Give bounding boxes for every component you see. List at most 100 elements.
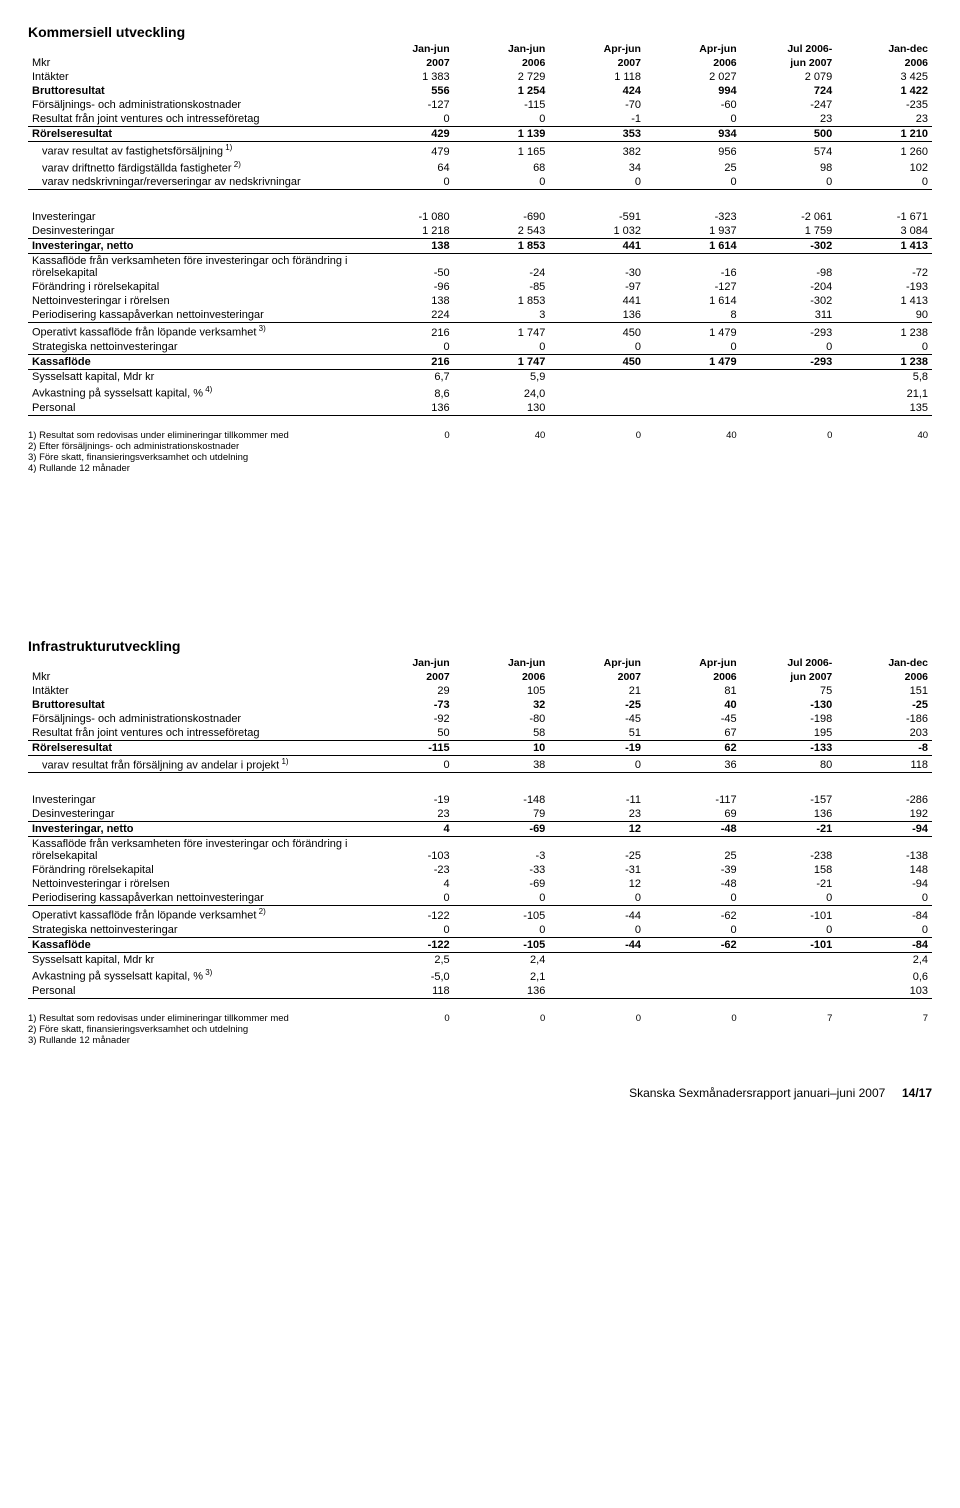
cell: -302: [741, 294, 837, 308]
row-label: Intäkter: [28, 684, 358, 698]
cell: -115: [358, 740, 454, 755]
cell: 0: [549, 755, 645, 773]
cell: 75: [741, 684, 837, 698]
cell: 3 425: [836, 70, 932, 84]
row-label: Operativt kassaflöde från löpande verksa…: [28, 906, 358, 923]
cell: 34: [549, 159, 645, 176]
cell: -85: [454, 280, 550, 294]
cell: 450: [549, 354, 645, 369]
row-label: Nettoinvesteringar i rörelsen: [28, 294, 358, 308]
cell: -96: [358, 280, 454, 294]
cell: 382: [549, 142, 645, 159]
row-label: Investeringar: [28, 793, 358, 807]
row-label: Förändring rörelsekapital: [28, 863, 358, 877]
cell: 0: [645, 923, 741, 938]
col-header: 2006: [645, 56, 741, 70]
col-header: Jul 2006-: [741, 656, 837, 670]
cell: 118: [358, 984, 454, 999]
cell: 136: [454, 984, 550, 999]
cell: 135: [836, 401, 932, 416]
cell: 0: [358, 340, 454, 355]
cell: 1 853: [454, 294, 550, 308]
row-label: Resultat från joint ventures och intress…: [28, 726, 358, 741]
footnote-label: 1) Resultat som redovisas under eliminer…: [28, 1013, 358, 1024]
row-label: varav resultat av fastighetsförsäljning …: [28, 142, 358, 159]
row-label: Resultat från joint ventures och intress…: [28, 112, 358, 127]
cell: 105: [454, 684, 550, 698]
cell: -8: [836, 740, 932, 755]
cell: 0: [358, 112, 454, 127]
row-label: Sysselsatt kapital, Mdr kr: [28, 369, 358, 384]
cell: 0: [549, 923, 645, 938]
cell: 138: [358, 294, 454, 308]
cell: -25: [836, 698, 932, 712]
section1-thead: Jan-junJan-junApr-junApr-junJul 2006-Jan…: [28, 42, 932, 70]
cell: [741, 401, 837, 416]
cell: 1 479: [645, 354, 741, 369]
cell: [645, 401, 741, 416]
col-header: Jan-dec: [836, 42, 932, 56]
section1-title: Kommersiell utveckling: [28, 24, 932, 40]
col-header: Apr-jun: [549, 42, 645, 56]
table-row: Strategiska nettoinvesteringar000000: [28, 923, 932, 938]
col-header: 2006: [836, 56, 932, 70]
row-label: Kassaflöde från verksamheten före invest…: [28, 254, 358, 281]
col-header: Jan-dec: [836, 656, 932, 670]
cell: -235: [836, 98, 932, 112]
cell: -117: [645, 793, 741, 807]
cell: 4: [358, 822, 454, 837]
cell: 12: [549, 877, 645, 891]
cell: 58: [454, 726, 550, 741]
row-label: Periodisering kassapåverkan nettoinveste…: [28, 308, 358, 323]
cell: -105: [454, 937, 550, 952]
col-header: Jan-jun: [358, 656, 454, 670]
cell: 2,1: [454, 967, 550, 984]
cell: -16: [645, 254, 741, 281]
cell: -21: [741, 877, 837, 891]
cell: 10: [454, 740, 550, 755]
row-label: Förändring i rörelsekapital: [28, 280, 358, 294]
cell: 32: [454, 698, 550, 712]
cell: -127: [358, 98, 454, 112]
cell: [741, 369, 837, 384]
cell: 0: [549, 340, 645, 355]
cell: 353: [549, 127, 645, 142]
row-label: Kassaflöde: [28, 937, 358, 952]
cell: 1 413: [836, 239, 932, 254]
cell: -24: [454, 254, 550, 281]
cell: 2 027: [645, 70, 741, 84]
cell: 25: [645, 159, 741, 176]
section1-tbody: Intäkter1 3832 7291 1182 0272 0793 425Br…: [28, 70, 932, 415]
footnote-line: 4) Rullande 12 månader: [28, 463, 932, 474]
cell: 1 614: [645, 239, 741, 254]
cell: -97: [549, 280, 645, 294]
cell: -11: [549, 793, 645, 807]
cell: 195: [741, 726, 837, 741]
cell: -94: [836, 877, 932, 891]
cell: 3: [454, 308, 550, 323]
table-row: Investeringar-19-148-11-117-157-286: [28, 793, 932, 807]
cell: 136: [358, 401, 454, 416]
footnote-val: 0: [549, 1013, 645, 1024]
cell: -70: [549, 98, 645, 112]
cell: 12: [549, 822, 645, 837]
cell: 136: [741, 807, 837, 822]
cell: -148: [454, 793, 550, 807]
cell: 1 853: [454, 239, 550, 254]
cell: -115: [454, 98, 550, 112]
col-header: Apr-jun: [645, 656, 741, 670]
section1-footnotes: 1) Resultat som redovisas under eliminer…: [28, 430, 932, 474]
row-label: Desinvesteringar: [28, 224, 358, 239]
cell: -31: [549, 863, 645, 877]
cell: 1 614: [645, 294, 741, 308]
cell: -186: [836, 712, 932, 726]
cell: -50: [358, 254, 454, 281]
cell: 23: [358, 807, 454, 822]
cell: 1 139: [454, 127, 550, 142]
cell: -302: [741, 239, 837, 254]
table-row: Periodisering kassapåverkan nettoinveste…: [28, 308, 932, 323]
table-row: Försäljnings- och administrationskostnad…: [28, 712, 932, 726]
cell: [645, 952, 741, 967]
row-label: Strategiska nettoinvesteringar: [28, 923, 358, 938]
cell: 479: [358, 142, 454, 159]
